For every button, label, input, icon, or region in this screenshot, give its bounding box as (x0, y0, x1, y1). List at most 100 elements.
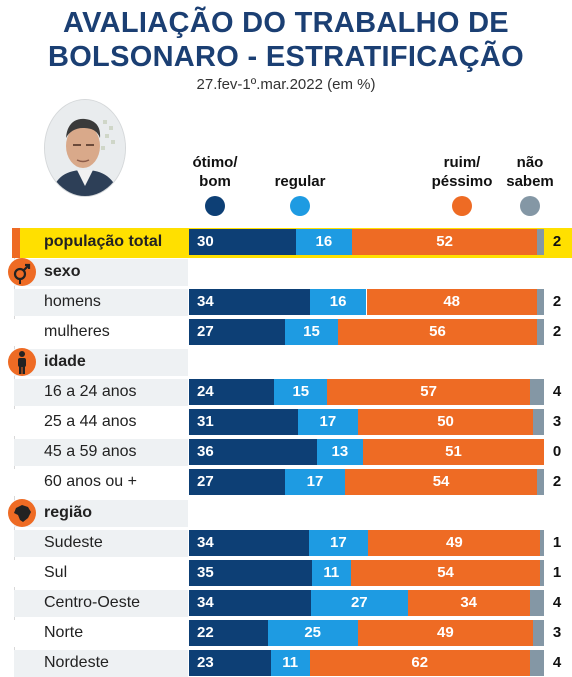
legend-regular-label: regular (255, 153, 345, 191)
row-label: Norte (44, 624, 84, 641)
legend-nao-sabem-label: não sabem (485, 153, 572, 191)
category-label-idade: idade (44, 353, 86, 370)
bar-segment-nao-sabem (540, 560, 544, 586)
bar-segment-regular (316, 439, 363, 465)
legend-otimo-bom-line2: bom (199, 173, 231, 190)
legend-regular-line2: regular (274, 173, 326, 190)
bar-segment-regular (308, 530, 369, 556)
row-label: mulheres (44, 323, 110, 340)
row-label: população total (44, 233, 163, 250)
bar-segment-nao-sabem (536, 229, 544, 255)
nao-sabem-value: 1 (552, 534, 562, 551)
bar-segment-regular (284, 319, 339, 345)
legend-otimo-bom-swatch (205, 196, 225, 216)
bar-segment-otimo-bom (189, 409, 298, 435)
chart-title-line1: AVALIAÇÃO DO TRABALHO DE (63, 7, 509, 39)
bar-segment-otimo-bom (189, 229, 296, 255)
bar-segment-otimo-bom (189, 530, 309, 556)
row-label: 25 a 44 anos (44, 413, 137, 430)
row-background (14, 289, 188, 316)
legend-ruim-pessimo-line2: péssimo (431, 173, 493, 190)
bar-value-label: 15 (303, 323, 320, 340)
category-label-sexo: sexo (44, 263, 81, 280)
person-icon (8, 348, 36, 376)
bar-value-label: 34 (197, 534, 214, 551)
bar-segment-ruim-pessimo (352, 229, 537, 255)
legend-nao-sabem-swatch (520, 196, 540, 216)
nao-sabem-value: 1 (552, 564, 562, 581)
nao-sabem-value: 4 (552, 654, 562, 671)
portrait-illustration (45, 100, 125, 196)
bar-segment-nao-sabem (529, 379, 544, 405)
bar-value-label: 50 (437, 413, 454, 430)
legend-regular-line1 (255, 153, 345, 172)
bar-segment-otimo-bom (189, 560, 313, 586)
bar-value-label: 22 (197, 624, 214, 641)
category-label-regiao: região (44, 504, 93, 521)
bar-value-label: 24 (197, 383, 214, 400)
chart-subtitle: 27.fev-1º.mar.2022 (em %) (196, 76, 376, 93)
bar-segment-otimo-bom (189, 469, 285, 495)
bar-segment-ruim-pessimo (407, 590, 530, 616)
nao-sabem-value: 2 (552, 323, 562, 340)
nao-sabem-value: 4 (552, 383, 562, 400)
bar-segment-nao-sabem (533, 620, 544, 646)
brazil-map-icon (8, 499, 36, 527)
bar-segment-ruim-pessimo (368, 530, 541, 556)
bar-segment-nao-sabem (536, 469, 544, 495)
bar-value-label: 51 (445, 443, 462, 460)
bar-value-label: 57 (420, 383, 437, 400)
row-label: 45 a 59 anos (44, 443, 137, 460)
gender-icon (8, 258, 36, 286)
bar-value-label: 34 (197, 594, 214, 611)
bar-segment-ruim-pessimo (350, 560, 541, 586)
total-row-marker (12, 228, 20, 258)
row-background (14, 469, 188, 496)
row-background (14, 650, 188, 677)
row-label: Sul (44, 564, 68, 581)
category-row-sexo (14, 259, 188, 286)
bar-segment-otimo-bom (189, 289, 310, 315)
bar-segment-regular (284, 469, 346, 495)
row-background (14, 319, 188, 346)
bar-value-label: 48 (443, 293, 461, 310)
row-label: Nordeste (44, 654, 109, 671)
bar-segment-regular (312, 560, 351, 586)
bar-segment-otimo-bom (189, 590, 311, 616)
category-row-regiao (14, 500, 188, 527)
row-label: 16 a 24 anos (44, 383, 137, 400)
bar-value-label: 34 (197, 293, 214, 310)
portrait-photo (44, 99, 126, 197)
bar-segment-otimo-bom (189, 379, 275, 405)
bar-value-label: 17 (306, 473, 324, 490)
bar-segment-ruim-pessimo (357, 409, 534, 435)
row-label: Sudeste (44, 534, 103, 551)
bar-segment-nao-sabem (529, 590, 544, 616)
bar-segment-nao-sabem (529, 650, 544, 676)
bar-value-label: 36 (197, 443, 214, 460)
row-background (14, 439, 188, 466)
bar-segment-regular (309, 289, 367, 315)
bar-segment-ruim-pessimo (357, 620, 534, 646)
nao-sabem-value: 3 (552, 413, 562, 430)
bar-segment-regular (295, 229, 353, 255)
legend-nao-sabem-line1: não (516, 154, 544, 171)
bar-segment-otimo-bom (189, 620, 268, 646)
bar-segment-ruim-pessimo (345, 469, 537, 495)
bar-segment-ruim-pessimo (338, 319, 537, 345)
legend-otimo-bom-line1: ótimo/ (192, 154, 238, 171)
bar-segment-nao-sabem (540, 530, 544, 556)
row-background (14, 530, 188, 557)
bar-value-label: 17 (319, 413, 337, 430)
row-label: Centro-Oeste (44, 594, 141, 611)
bar-value-label: 35 (197, 564, 214, 581)
chart-title-line2: BOLSONARO - ESTRATIFICAÇÃO (47, 41, 525, 73)
bar-value-label: 16 (329, 293, 347, 310)
legend-otimo-bom-label: ótimo/bom (170, 153, 260, 191)
bar-segment-otimo-bom (189, 439, 317, 465)
bar-value-label: 62 (411, 654, 429, 671)
bar-value-label: 30 (197, 233, 214, 250)
left-separator (14, 256, 15, 677)
bar-value-label: 52 (436, 233, 453, 250)
bar-value-label: 31 (197, 413, 214, 430)
